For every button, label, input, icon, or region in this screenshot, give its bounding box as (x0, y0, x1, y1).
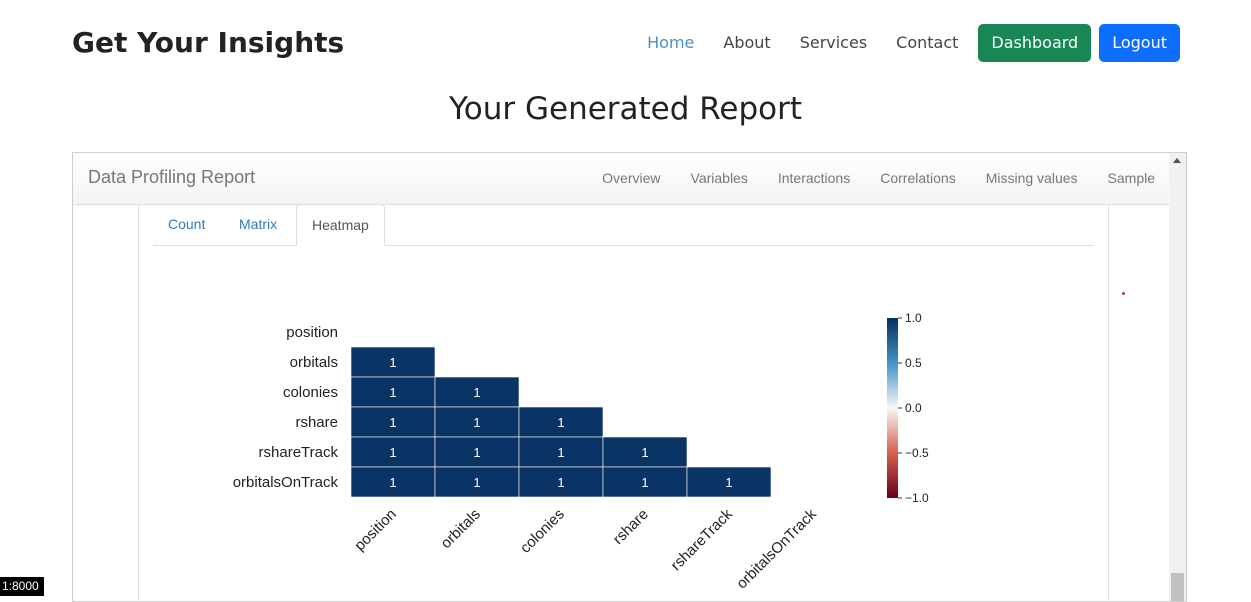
report-menu-missing-values[interactable]: Missing values (985, 170, 1078, 186)
site-title[interactable]: Get Your Insights (72, 26, 345, 59)
scroll-thumb[interactable] (1171, 573, 1184, 601)
report-navbar: Data Profiling Report Overview Variables… (73, 153, 1170, 205)
scroll-up-arrow-icon[interactable] (1173, 158, 1181, 163)
report-menu-sample[interactable]: Sample (1107, 170, 1155, 186)
page-heading: Your Generated Report (448, 91, 803, 127)
main-nav: Home About Services Contact Dashboard Lo… (647, 24, 1180, 62)
logout-button[interactable]: Logout (1099, 24, 1180, 62)
report-brand[interactable]: Data Profiling Report (88, 167, 256, 187)
report-iframe: Data Profiling Report Overview Variables… (72, 152, 1187, 602)
report-menu-overview[interactable]: Overview (602, 170, 661, 186)
report-menu-correlations[interactable]: Correlations (880, 170, 956, 186)
tab-heatmap[interactable]: Heatmap (296, 204, 385, 246)
dashboard-button[interactable]: Dashboard (978, 24, 1092, 62)
missing-values-tabs: Count Matrix Heatmap (153, 204, 1094, 246)
nav-link-contact[interactable]: Contact (896, 33, 959, 52)
iframe-scrollbar[interactable] (1169, 153, 1186, 601)
nav-link-home[interactable]: Home (647, 33, 695, 52)
nav-link-services[interactable]: Services (799, 33, 868, 52)
missing-values-panel: Count Matrix Heatmap (138, 204, 1109, 601)
report-menu: Overview Variables Interactions Correlat… (572, 170, 1155, 186)
report-menu-variables[interactable]: Variables (690, 170, 748, 186)
tab-matrix[interactable]: Matrix (239, 216, 278, 232)
report-menu-interactions[interactable]: Interactions (777, 170, 851, 186)
zoom-level-badge: 1:8000 (0, 577, 44, 596)
nav-link-about[interactable]: About (723, 33, 771, 52)
red-dot-marker (1122, 292, 1125, 295)
tab-count[interactable]: Count (168, 216, 206, 232)
